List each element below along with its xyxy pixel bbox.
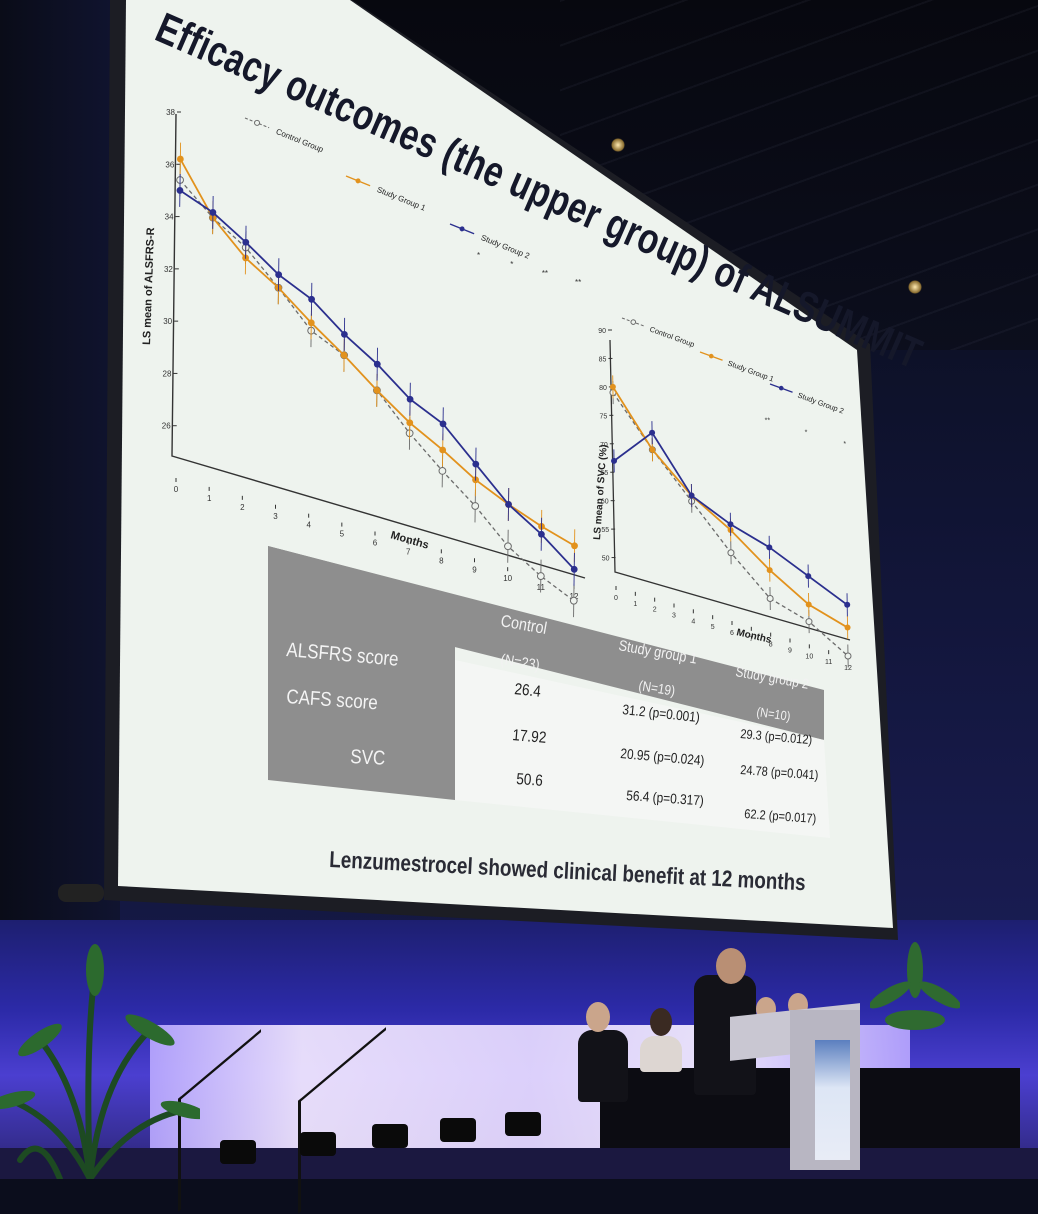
panelist-2-head [650, 1008, 672, 1036]
panelist-2 [640, 1036, 682, 1072]
stage-floor-light [372, 1124, 408, 1148]
panelist-1-head [586, 1002, 610, 1032]
left-wall [0, 0, 120, 960]
ceiling-spotlight [611, 138, 625, 152]
podium-sign [815, 1040, 850, 1160]
stage-plant-left [0, 930, 200, 1179]
stage-floor-light [440, 1118, 476, 1142]
stage-floor-light [505, 1112, 541, 1136]
right-wall [860, 350, 1038, 990]
stage-plant-right [870, 940, 960, 1050]
panelist-1 [578, 1030, 628, 1102]
ceiling-spotlight [908, 280, 922, 294]
stage-floor-light [220, 1140, 256, 1164]
speaker-head [716, 948, 746, 984]
stage-floor-light [300, 1132, 336, 1156]
